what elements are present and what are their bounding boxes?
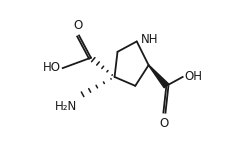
Text: HO: HO: [43, 61, 60, 74]
Text: OH: OH: [185, 70, 203, 83]
Text: H₂N: H₂N: [55, 100, 77, 113]
Polygon shape: [149, 65, 169, 88]
Text: O: O: [74, 19, 83, 32]
Text: O: O: [159, 117, 169, 130]
Text: NH: NH: [141, 33, 159, 46]
